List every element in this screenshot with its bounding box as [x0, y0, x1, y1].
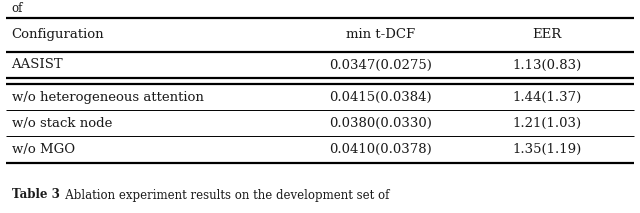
Text: 1.21(1.03): 1.21(1.03): [513, 117, 582, 130]
Text: w/o stack node: w/o stack node: [12, 117, 112, 130]
Text: 0.0410(0.0378): 0.0410(0.0378): [330, 143, 432, 156]
Text: EER: EER: [532, 29, 562, 42]
Text: of: of: [12, 1, 23, 14]
Text: 1.13(0.83): 1.13(0.83): [513, 59, 582, 72]
Text: Configuration: Configuration: [12, 29, 104, 42]
Text: 0.0380(0.0330): 0.0380(0.0330): [330, 117, 432, 130]
Text: Ablation experiment results on the development set of: Ablation experiment results on the devel…: [54, 189, 390, 201]
Text: w/o heterogeneous attention: w/o heterogeneous attention: [12, 91, 204, 104]
Text: 1.44(1.37): 1.44(1.37): [513, 91, 582, 104]
Text: Table 3: Table 3: [12, 189, 60, 201]
Text: w/o MGO: w/o MGO: [12, 143, 75, 156]
Text: 0.0415(0.0384): 0.0415(0.0384): [330, 91, 432, 104]
Text: 0.0347(0.0275): 0.0347(0.0275): [330, 59, 432, 72]
Text: AASIST: AASIST: [12, 59, 63, 72]
Text: 1.35(1.19): 1.35(1.19): [513, 143, 582, 156]
Text: min t-DCF: min t-DCF: [346, 29, 415, 42]
